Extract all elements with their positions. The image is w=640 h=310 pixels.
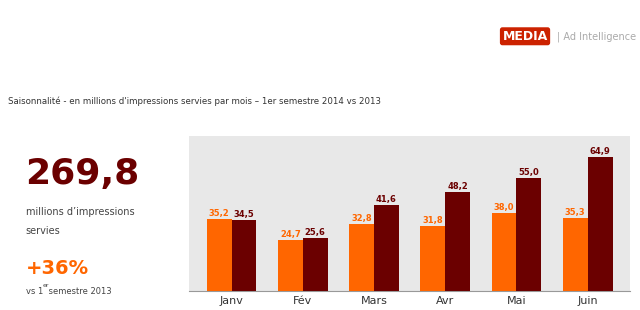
Bar bbox=[445, 192, 470, 291]
Bar bbox=[588, 157, 612, 291]
Bar bbox=[492, 213, 516, 291]
Text: vs 1: vs 1 bbox=[26, 286, 43, 296]
Text: 48,2: 48,2 bbox=[447, 182, 468, 191]
Text: servies: servies bbox=[26, 226, 60, 236]
Text: 25,6: 25,6 bbox=[305, 228, 326, 237]
Text: 35,3: 35,3 bbox=[565, 208, 586, 217]
Text: 32,8: 32,8 bbox=[351, 214, 372, 223]
Text: MEDIA: MEDIA bbox=[502, 30, 548, 43]
Bar bbox=[563, 219, 588, 291]
Text: Saisonnalité - en millions d'impressions servies par mois – 1er semestre 2014 vs: Saisonnalité - en millions d'impressions… bbox=[8, 96, 381, 105]
Text: 31,8: 31,8 bbox=[422, 216, 443, 225]
Text: 55,0: 55,0 bbox=[518, 168, 540, 177]
Text: er: er bbox=[43, 283, 49, 288]
Bar bbox=[349, 224, 374, 291]
Text: semestre 2013: semestre 2013 bbox=[46, 286, 112, 296]
Bar bbox=[420, 226, 445, 291]
Bar bbox=[278, 240, 303, 291]
Bar bbox=[516, 178, 541, 291]
Text: KANTAR: KANTAR bbox=[442, 30, 498, 43]
Text: 35,2: 35,2 bbox=[209, 209, 230, 218]
Text: +36%: +36% bbox=[26, 259, 89, 278]
Text: 64,9: 64,9 bbox=[589, 147, 611, 156]
Text: | Ad Intelligence: | Ad Intelligence bbox=[557, 31, 636, 42]
Text: 38,0: 38,0 bbox=[493, 203, 514, 212]
Text: Une forte progression dès le mois de mars: Une forte progression dès le mois de mar… bbox=[6, 30, 474, 50]
Text: 41,6: 41,6 bbox=[376, 195, 397, 204]
Text: 34,5: 34,5 bbox=[234, 210, 254, 219]
Bar bbox=[374, 206, 399, 291]
Text: 24,7: 24,7 bbox=[280, 230, 301, 239]
Bar bbox=[232, 220, 257, 291]
Text: 269,8: 269,8 bbox=[26, 157, 140, 191]
Bar bbox=[303, 238, 328, 291]
Bar bbox=[207, 219, 232, 291]
Text: millions d’impressions: millions d’impressions bbox=[26, 207, 134, 217]
